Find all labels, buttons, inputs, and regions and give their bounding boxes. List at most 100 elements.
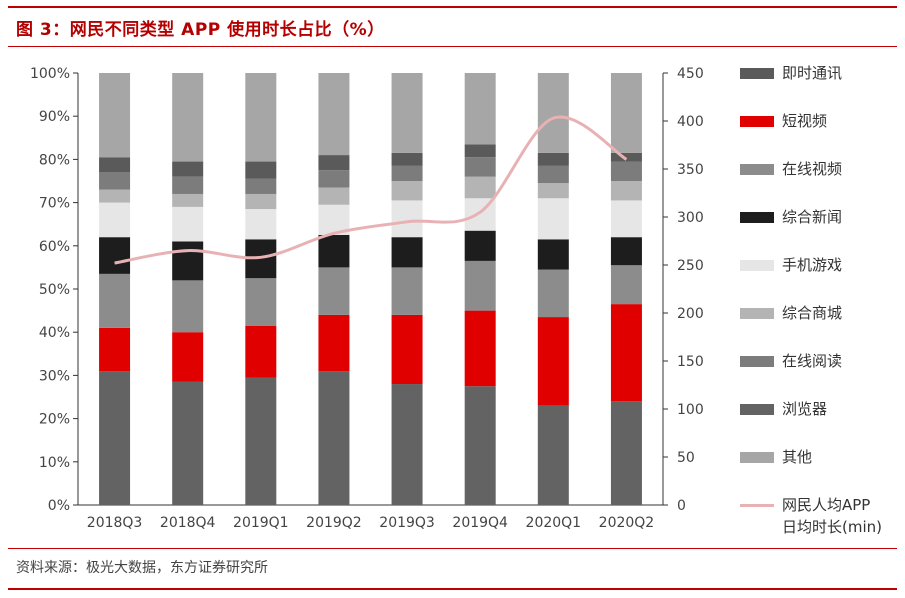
legend-label: 短视频 bbox=[782, 112, 828, 130]
source-note: 资料来源：极光大数据，东方证券研究所 bbox=[16, 560, 268, 576]
bar-segment bbox=[464, 144, 496, 158]
legend-swatch bbox=[740, 68, 774, 79]
bar-segment bbox=[610, 73, 642, 153]
legend-label: 手机游戏 bbox=[782, 256, 843, 274]
bar-segment bbox=[172, 280, 204, 333]
left-tick-label: 40% bbox=[39, 325, 70, 341]
legend-label: 综合新闻 bbox=[782, 208, 843, 226]
bar-segment bbox=[245, 325, 277, 378]
right-tick-label: 350 bbox=[677, 162, 704, 178]
legend-label: 综合商城 bbox=[782, 304, 843, 322]
bar-segment bbox=[318, 267, 350, 315]
legend-swatch bbox=[740, 164, 774, 175]
bar-segment bbox=[610, 401, 642, 505]
left-tick-label: 90% bbox=[39, 109, 70, 125]
bar-segment bbox=[245, 178, 277, 194]
source-rule bbox=[8, 548, 897, 549]
bar-segment bbox=[318, 371, 350, 505]
bar-segment bbox=[318, 235, 350, 268]
bar-segment bbox=[537, 165, 569, 184]
bar-segment bbox=[391, 165, 423, 181]
bar-segment bbox=[610, 265, 642, 305]
left-tick-label: 50% bbox=[39, 282, 70, 298]
bar-segment bbox=[464, 310, 496, 387]
bar-segment bbox=[464, 230, 496, 261]
legend-line-swatch bbox=[740, 504, 774, 507]
bar-segment bbox=[391, 237, 423, 268]
bar-segment bbox=[99, 371, 131, 505]
legend-line-label: 日均时长(min) bbox=[782, 518, 882, 536]
bar-segment bbox=[318, 73, 350, 156]
legend-swatch bbox=[740, 452, 774, 463]
bar-segment bbox=[464, 73, 496, 145]
top-rule bbox=[8, 6, 897, 8]
bar-segment bbox=[245, 209, 277, 240]
legend-swatch bbox=[740, 308, 774, 319]
bar-segment bbox=[537, 239, 569, 270]
legend-label: 在线视频 bbox=[782, 160, 843, 178]
bar-segment bbox=[99, 157, 131, 173]
bar-segment bbox=[537, 183, 569, 199]
bar-segment bbox=[610, 181, 642, 201]
bar-segment bbox=[172, 176, 204, 194]
duration-line bbox=[114, 115, 628, 265]
bar-segment bbox=[537, 269, 569, 318]
legend-label: 在线阅读 bbox=[782, 352, 843, 370]
x-tick-label: 2019Q1 bbox=[233, 515, 289, 531]
bar-segment bbox=[464, 176, 496, 199]
bar-segment bbox=[610, 237, 642, 266]
figure-title: 图 3：网民不同类型 APP 使用时长占比（%） bbox=[16, 20, 385, 40]
right-tick-label: 0 bbox=[677, 498, 686, 514]
bar-segment bbox=[245, 193, 277, 210]
x-tick-label: 2018Q4 bbox=[160, 515, 216, 531]
bar-segment bbox=[99, 189, 131, 203]
x-tick-label: 2019Q3 bbox=[379, 515, 435, 531]
left-tick-label: 60% bbox=[39, 239, 70, 255]
left-tick-label: 70% bbox=[39, 196, 70, 212]
bar-segment bbox=[318, 187, 350, 205]
bar-segment bbox=[99, 202, 131, 238]
bar-segment bbox=[391, 314, 423, 385]
legend-swatch bbox=[740, 260, 774, 271]
bar-segment bbox=[537, 198, 569, 240]
right-tick-label: 400 bbox=[677, 114, 704, 130]
right-tick-label: 450 bbox=[677, 66, 704, 82]
left-tick-label: 30% bbox=[39, 368, 70, 384]
right-tick-label: 100 bbox=[677, 402, 704, 418]
bar-segment bbox=[245, 278, 277, 326]
bar-segment bbox=[464, 157, 496, 177]
bar-segment bbox=[391, 267, 423, 315]
bar-segment bbox=[99, 73, 131, 158]
bar-segment bbox=[172, 73, 204, 162]
bar-segment bbox=[318, 170, 350, 188]
x-tick-label: 2019Q4 bbox=[452, 515, 508, 531]
bar-segment bbox=[391, 384, 423, 505]
left-tick-label: 10% bbox=[39, 455, 70, 471]
bar-segment bbox=[172, 161, 204, 177]
bar-segment bbox=[172, 332, 204, 382]
bar-segment bbox=[610, 152, 642, 162]
bar-segment bbox=[172, 206, 204, 242]
x-tick-label: 2020Q1 bbox=[526, 515, 582, 531]
bar-segment bbox=[391, 181, 423, 201]
bar-segment bbox=[610, 161, 642, 181]
bar-segment bbox=[537, 317, 569, 406]
bar-segment bbox=[245, 73, 277, 162]
bar-segment bbox=[172, 241, 204, 281]
bar-segment bbox=[245, 161, 277, 179]
left-tick-label: 100% bbox=[30, 66, 70, 82]
bar-segment bbox=[537, 73, 569, 153]
title-underline bbox=[8, 46, 897, 47]
bar-segment bbox=[99, 327, 131, 372]
bar-segment bbox=[318, 314, 350, 372]
right-tick-label: 50 bbox=[677, 450, 695, 466]
x-tick-label: 2019Q2 bbox=[306, 515, 362, 531]
bar-segment bbox=[391, 200, 423, 238]
legend-swatch bbox=[740, 404, 774, 415]
right-tick-label: 150 bbox=[677, 354, 704, 370]
x-tick-label: 2018Q3 bbox=[87, 515, 143, 531]
bar-segment bbox=[245, 377, 277, 505]
legend-label: 其他 bbox=[782, 448, 813, 466]
right-tick-label: 200 bbox=[677, 306, 704, 322]
